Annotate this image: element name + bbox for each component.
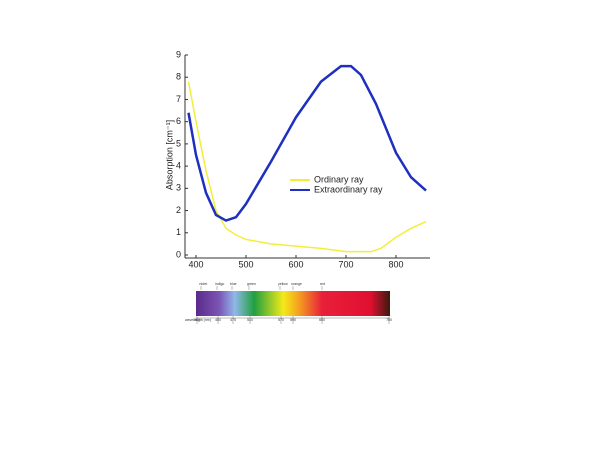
x-tick-label: 600 [288,259,303,269]
wavelength-value: 590 [290,318,296,322]
wavelength-value: 750 [386,318,392,322]
y-tick-label: 9 [176,49,181,59]
series-line [187,64,427,222]
y-tick-label: 2 [176,205,181,215]
color-name: violet [199,282,207,286]
x-tick-label: 700 [338,259,353,269]
y-tick-label: 8 [176,72,181,82]
color-name: red [320,282,325,286]
wavelength-label: wavelength (nm) [185,318,211,322]
y-tick-label: 3 [176,183,181,193]
y-tick-label: 6 [176,116,181,126]
wavelength-value: 570 [278,318,284,322]
y-tick-label: 5 [176,138,181,148]
y-axis-label: Absorption [cm⁻¹] [164,120,174,190]
y-tick-label: 4 [176,160,181,170]
wavelength-value: 475 [230,318,236,322]
wavelength-value: 380 [194,318,200,322]
color-name: blue [230,282,237,286]
color-name: indigo [215,282,224,286]
x-tick-label: 500 [238,259,253,269]
x-tick-label: 800 [388,259,403,269]
y-tick-label: 0 [176,249,181,259]
wavelength-value: 450 [215,318,221,322]
wavelength-value: 650 [319,318,325,322]
y-tick-label: 7 [176,94,181,104]
color-name: orange [291,282,302,286]
legend-label: Ordinary ray [314,174,364,184]
spectrum-bar [196,291,390,316]
y-tick-label: 1 [176,227,181,237]
color-name: yellow [278,282,288,286]
color-name: green [247,282,256,286]
legend-label: Extraordinary ray [314,184,383,194]
series-line [187,81,427,253]
wavelength-value: 510 [247,318,253,322]
x-tick-label: 400 [188,259,203,269]
